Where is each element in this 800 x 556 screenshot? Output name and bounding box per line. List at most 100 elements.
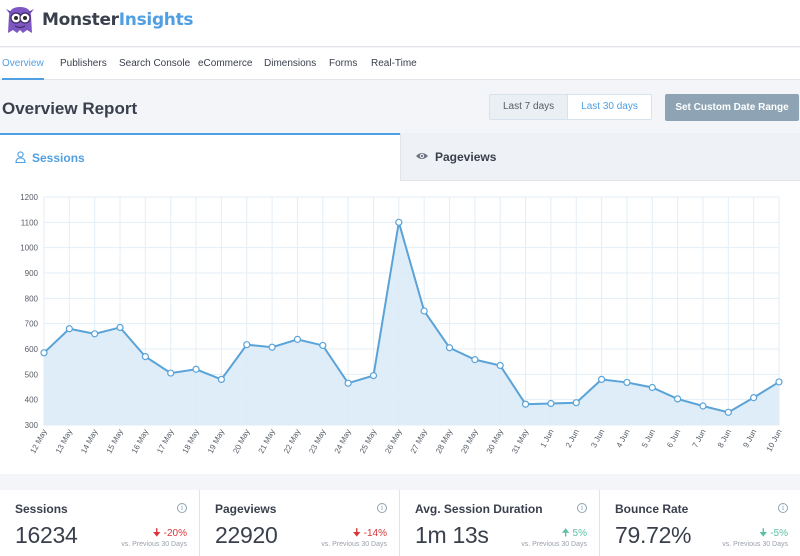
page-title: Overview Report xyxy=(2,99,138,118)
x-tick-label: 27 May xyxy=(409,428,429,455)
data-point xyxy=(217,375,226,383)
data-point xyxy=(521,400,530,408)
tab-sessions[interactable]: Sessions xyxy=(0,133,400,181)
data-point xyxy=(572,399,580,407)
x-tick-label: 16 May xyxy=(130,428,150,455)
y-tick-label: 800 xyxy=(25,294,39,303)
x-tick-label: 26 May xyxy=(383,428,403,455)
stat-label: Pageviews xyxy=(215,502,277,516)
info-icon[interactable]: i xyxy=(778,503,788,513)
y-tick-label: 300 xyxy=(25,421,39,430)
data-point xyxy=(496,361,504,370)
y-tick-label: 700 xyxy=(25,320,39,329)
x-tick-label: 5 Jun xyxy=(640,428,657,450)
data-point xyxy=(91,330,99,338)
data-point xyxy=(293,335,302,343)
x-tick-label: 18 May xyxy=(181,428,201,455)
data-point xyxy=(268,343,276,351)
x-tick-label: 29 May xyxy=(459,428,479,455)
x-tick-label: 2 Jun xyxy=(564,428,581,450)
y-tick-label: 400 xyxy=(25,396,39,405)
nav-tab-publishers[interactable]: Publishers xyxy=(60,58,107,69)
y-tick-label: 1200 xyxy=(20,193,38,202)
x-tick-label: 10 Jun xyxy=(765,428,784,453)
arrow-down-icon: 🠋 xyxy=(759,528,771,539)
data-point xyxy=(369,372,378,380)
x-tick-label: 8 Jun xyxy=(716,428,733,450)
y-tick-label: 600 xyxy=(25,345,39,354)
x-tick-label: 31 May xyxy=(510,428,530,455)
last-30-days-button[interactable]: Last 30 days xyxy=(567,95,651,119)
x-tick-label: 24 May xyxy=(333,428,353,455)
y-tick-label: 500 xyxy=(25,370,39,379)
eye-icon xyxy=(415,150,429,164)
info-icon[interactable]: i xyxy=(377,503,387,513)
data-point xyxy=(699,402,707,410)
data-point xyxy=(141,353,149,361)
stat-change-value: 5% xyxy=(572,528,587,539)
stat-value: 22920 xyxy=(215,522,278,548)
data-point xyxy=(243,341,251,349)
data-point xyxy=(775,378,783,386)
top-bar: MonsterInsights xyxy=(0,0,800,47)
data-point xyxy=(445,344,454,352)
tab-pageviews[interactable]: Pageviews xyxy=(400,133,800,181)
data-point xyxy=(395,218,403,226)
date-range-toggle: Last 7 days Last 30 days xyxy=(489,94,652,120)
data-point xyxy=(674,395,682,403)
arrow-down-icon: 🠋 xyxy=(352,528,364,539)
custom-date-range-button[interactable]: Set Custom Date Range xyxy=(665,94,799,121)
data-point xyxy=(319,341,327,350)
x-tick-label: 21 May xyxy=(257,428,277,455)
last-7-days-button[interactable]: Last 7 days xyxy=(490,95,568,119)
tab-sessions-label: Sessions xyxy=(32,151,85,165)
data-point xyxy=(623,378,631,387)
nav-tab-search-console[interactable]: Search Console xyxy=(119,58,191,69)
stat-comparison: vs. Previous 30 Days xyxy=(121,541,187,548)
info-icon[interactable]: i xyxy=(177,503,187,513)
x-tick-label: 14 May xyxy=(79,428,99,455)
x-tick-label: 13 May xyxy=(54,428,74,455)
x-tick-label: 30 May xyxy=(485,428,505,455)
y-tick-label: 900 xyxy=(25,269,39,278)
stat-change-value: -20% xyxy=(163,528,187,539)
nav-tab-ecommerce[interactable]: eCommerce xyxy=(198,58,253,69)
arrow-up-icon: 🠉 xyxy=(561,528,573,539)
stat-comparison: vs. Previous 30 Days xyxy=(722,541,788,548)
x-tick-label: 12 May xyxy=(29,428,49,455)
user-icon xyxy=(15,150,26,166)
app-name: MonsterInsights xyxy=(42,10,194,30)
x-tick-label: 15 May xyxy=(105,428,125,455)
stat-change-value: -14% xyxy=(363,528,387,539)
stat-label: Avg. Session Duration xyxy=(415,502,543,516)
report-nav: Overview Publishers Search Console eComm… xyxy=(0,48,800,80)
data-point xyxy=(597,375,606,383)
x-tick-label: 22 May xyxy=(282,428,302,455)
info-icon[interactable]: i xyxy=(577,503,587,513)
stat-change: 🠋 -20% xyxy=(153,526,187,543)
stat-value: 79.72% xyxy=(615,522,692,548)
y-tick-label: 1100 xyxy=(21,218,39,227)
logo[interactable]: MonsterInsights xyxy=(4,5,194,35)
x-tick-label: 4 Jun xyxy=(615,428,632,450)
nav-tab-dimensions[interactable]: Dimensions xyxy=(264,58,317,69)
data-point xyxy=(420,307,428,315)
arrow-down-icon: 🠋 xyxy=(152,528,164,539)
metric-tabs: Sessions Pageviews xyxy=(0,133,800,181)
data-point xyxy=(750,394,758,402)
data-point xyxy=(724,408,732,416)
x-tick-label: 17 May xyxy=(155,428,175,455)
x-tick-label: 6 Jun xyxy=(665,428,682,450)
data-point xyxy=(40,349,48,357)
nav-tab-overview[interactable]: Overview xyxy=(2,48,44,80)
nav-tab-real-time[interactable]: Real-Time xyxy=(371,58,417,69)
y-tick-label: 1000 xyxy=(20,244,38,253)
x-tick-label: 3 Jun xyxy=(589,428,606,450)
stat-card-avg-session-duration: Avg. Session Duration i 1m 13s 🠉 5% vs. … xyxy=(400,490,600,556)
data-point xyxy=(192,365,200,373)
series-line xyxy=(43,222,780,414)
data-point xyxy=(65,325,73,333)
stat-card-sessions: Sessions i 16234 🠋 -20% vs. Previous 30 … xyxy=(0,490,200,556)
nav-tab-forms[interactable]: Forms xyxy=(329,58,358,69)
data-point xyxy=(648,383,656,392)
